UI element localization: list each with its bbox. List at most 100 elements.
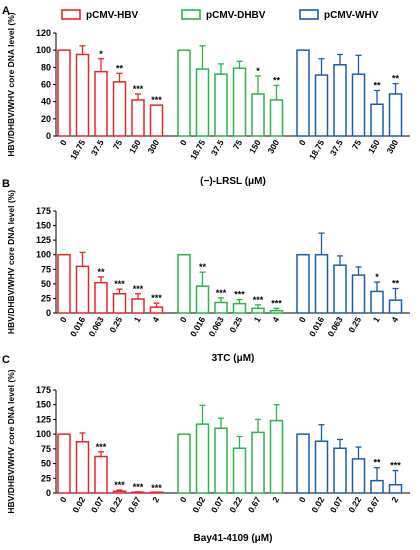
series-pCMV-WHV: 0 0.02 0.07 0.22 ** 0.67 *** 2 xyxy=(296,424,403,515)
x-tick-label: 1 xyxy=(371,315,382,324)
bar xyxy=(251,431,265,494)
bar xyxy=(296,49,310,137)
y-tick-label: 100 xyxy=(36,45,51,55)
bar xyxy=(351,274,366,314)
bar xyxy=(314,253,329,314)
x-tick-label: 0.25 xyxy=(346,315,363,335)
x-tick-label: 0.07 xyxy=(89,495,106,515)
bar xyxy=(75,53,90,137)
bar xyxy=(388,93,403,137)
significance-label: * xyxy=(256,66,260,76)
x-tick-label: 4 xyxy=(270,315,281,324)
bar xyxy=(112,81,127,137)
bar xyxy=(112,490,127,494)
significance-label: ** xyxy=(373,458,381,468)
y-tick-label: 125 xyxy=(36,235,51,245)
bar xyxy=(214,427,228,494)
bar xyxy=(177,433,191,494)
x-tick-label: 0.67 xyxy=(365,495,382,515)
x-tick-label: 0.22 xyxy=(346,495,363,515)
y-tick-label: 25 xyxy=(41,293,51,303)
x-axis-label: Bay41-4109 (μM) xyxy=(194,533,273,544)
bar xyxy=(388,484,403,494)
x-tick-label: 2 xyxy=(150,495,161,504)
significance-label: * xyxy=(99,49,103,59)
x-tick-label: 0 xyxy=(297,495,308,504)
significance-label: *** xyxy=(151,95,162,105)
y-tick-label: 0 xyxy=(46,488,51,498)
bar xyxy=(251,93,265,137)
significance-label: * xyxy=(375,272,379,282)
bar xyxy=(131,99,145,137)
x-tick-label: 150 xyxy=(127,138,143,156)
x-tick-label: 18.75 xyxy=(68,138,87,162)
x-tick-label: 0.67 xyxy=(126,495,143,515)
panel-letter: B xyxy=(2,178,10,190)
x-tick-label: 0.25 xyxy=(227,315,244,335)
significance-label: *** xyxy=(234,290,245,300)
y-tick-label: 50 xyxy=(41,279,51,289)
significance-label: *** xyxy=(114,279,125,289)
significance-label: *** xyxy=(216,288,227,298)
significance-label: *** xyxy=(133,84,144,94)
x-tick-label: 0 xyxy=(178,315,189,324)
bar xyxy=(214,301,228,314)
significance-label: ** xyxy=(116,63,124,73)
y-tick-label: 50 xyxy=(41,459,51,469)
y-tick-label: 150 xyxy=(36,400,51,410)
x-tick-label: 0 xyxy=(58,315,69,324)
bar xyxy=(57,433,71,494)
significance-label: *** xyxy=(271,298,282,308)
significance-label: *** xyxy=(390,461,401,471)
series-pCMV-WHV: 0 18.75 37.5 75 ** 150 ** 300 xyxy=(296,49,403,161)
legend-label-2: pCMV-WHV xyxy=(324,10,379,21)
bar xyxy=(94,455,108,494)
bar xyxy=(195,285,210,314)
y-tick-label: 100 xyxy=(36,250,51,260)
bar xyxy=(177,49,191,137)
y-tick-label: 0 xyxy=(46,308,51,318)
x-tick-label: 18.75 xyxy=(188,138,207,162)
x-tick-label: 0.02 xyxy=(309,495,326,515)
series-pCMV-WHV: 0 0.016 0.063 0.25 * 1 ** 4 xyxy=(296,232,403,339)
x-tick-label: 300 xyxy=(384,138,400,156)
bar xyxy=(370,103,384,137)
bar xyxy=(57,253,71,314)
bar xyxy=(149,104,164,137)
significance-label: ** xyxy=(273,75,281,85)
series-pCMV-DHBV: 0 0.02 0.07 0.22 0.67 2 xyxy=(177,404,284,514)
x-tick-label: 0.016 xyxy=(68,315,87,339)
panel-letter: C xyxy=(2,354,10,366)
y-tick-label: 150 xyxy=(36,221,51,231)
series-pCMV-HBV: 0 0.016 ** 0.063 *** 0.25 *** 1 *** 4 xyxy=(57,251,164,339)
bar xyxy=(269,309,284,314)
significance-label: *** xyxy=(151,483,162,493)
x-tick-label: 300 xyxy=(145,138,161,156)
x-tick-label: 0.07 xyxy=(328,495,345,515)
x-tick-label: 300 xyxy=(265,138,281,156)
bar xyxy=(57,49,71,137)
bar xyxy=(333,64,347,137)
bar xyxy=(112,293,127,314)
x-tick-label: 0.063 xyxy=(325,315,344,339)
x-tick-label: 0.016 xyxy=(307,315,326,339)
x-tick-label: 0 xyxy=(297,315,308,324)
legend-swatch-1 xyxy=(181,9,201,20)
x-axis-label: (−)-LRSL (μM) xyxy=(200,176,266,187)
y-tick-label: 75 xyxy=(41,444,51,454)
x-tick-label: 0.22 xyxy=(107,495,124,515)
x-tick-label: 0.02 xyxy=(70,495,87,515)
x-tick-label: 0.063 xyxy=(86,315,105,339)
bar xyxy=(333,264,347,314)
y-tick-label: 80 xyxy=(41,62,51,72)
x-tick-label: 37.5 xyxy=(209,138,226,158)
bar xyxy=(351,458,366,494)
bar xyxy=(75,441,90,494)
bar xyxy=(195,423,210,494)
y-tick-label: 0 xyxy=(46,131,51,141)
bar xyxy=(94,281,108,314)
bar xyxy=(149,306,164,314)
